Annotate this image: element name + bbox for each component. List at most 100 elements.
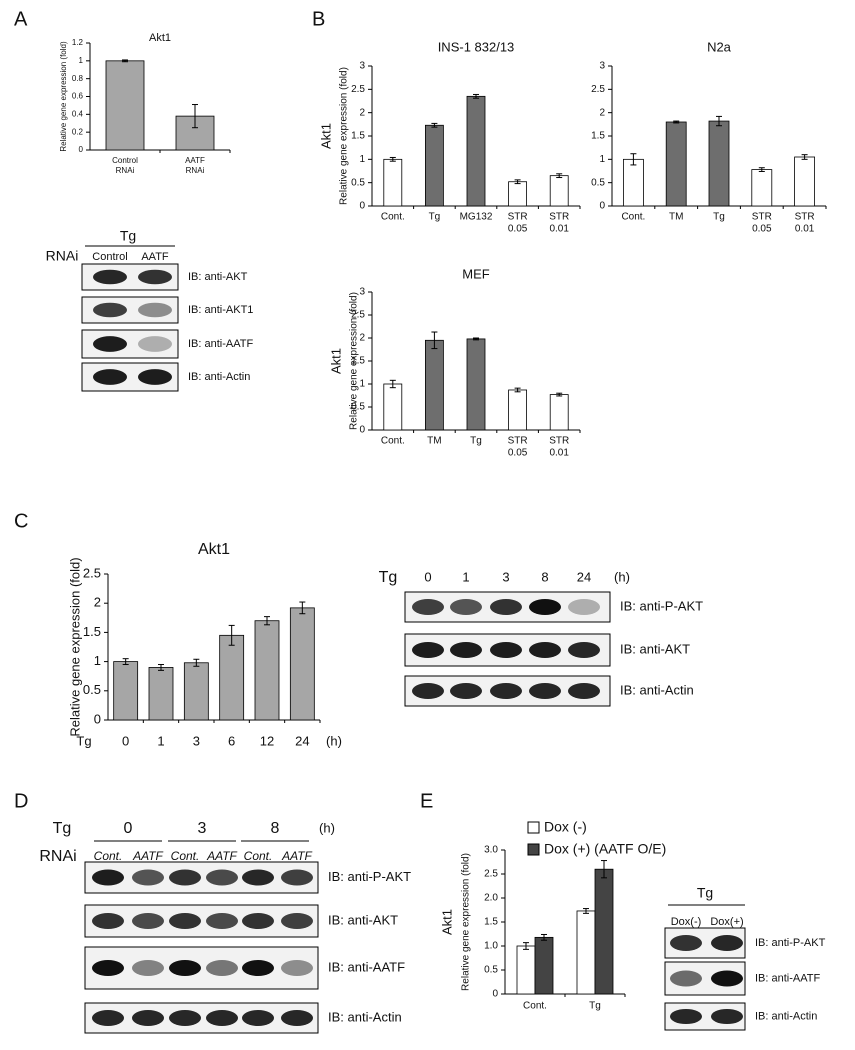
rnai-label: RNAi xyxy=(39,848,76,865)
blot-band xyxy=(92,960,124,976)
blot-band xyxy=(670,970,702,987)
x-tick-label: Tg xyxy=(713,212,725,223)
panel-label: B xyxy=(312,8,325,30)
y-tick-label: 2.5 xyxy=(83,565,101,580)
y-tick-label: 1.5 xyxy=(351,131,365,142)
chart-title: Akt1 xyxy=(198,541,230,558)
blot-band xyxy=(281,869,313,886)
y-axis-label: Relative gene expression (fold) xyxy=(59,41,68,152)
x-tick-label: STR xyxy=(752,212,772,223)
x-unit: (h) xyxy=(326,733,342,748)
panel-label: C xyxy=(14,510,28,532)
x-tick-label: Control xyxy=(112,156,138,165)
x-tick-label: Cont. xyxy=(523,1001,547,1012)
y-tick-label: 1.0 xyxy=(484,941,498,952)
x-tick-label: 0.05 xyxy=(752,224,772,235)
bar xyxy=(665,121,687,207)
blot-band xyxy=(206,913,238,929)
chart-title: Akt1 xyxy=(149,32,171,44)
time-unit: (h) xyxy=(319,820,335,835)
antibody-label: IB: anti-Actin xyxy=(188,371,250,383)
bar xyxy=(424,339,444,431)
x-tick-label: 0.05 xyxy=(508,224,528,235)
bar xyxy=(383,383,403,431)
x-tick-label: Cont. xyxy=(381,212,405,223)
y-axis-label: Akt1 xyxy=(328,348,343,374)
bar xyxy=(549,175,569,207)
x-tick-label: 6 xyxy=(228,733,235,748)
bar xyxy=(466,338,486,431)
x-tick-label: Cont. xyxy=(381,436,405,447)
blot-band xyxy=(412,642,444,658)
treatment-label: Tg xyxy=(53,820,72,837)
y-axis-label: Relative gene expression (fold) xyxy=(349,292,360,430)
blot-band xyxy=(138,336,172,352)
y-tick-label: 3 xyxy=(359,287,365,298)
x-tick-label: 3 xyxy=(193,733,200,748)
treatment-label: Tg xyxy=(697,885,713,901)
x-tick-label: 0 xyxy=(122,733,129,748)
lane-label: Dox(+) xyxy=(710,916,743,928)
x-tick-label: 0.01 xyxy=(549,448,569,459)
rnai-label: RNAi xyxy=(46,248,79,264)
x-tick-label: 0.05 xyxy=(508,448,528,459)
blot-band xyxy=(169,913,201,929)
y-tick-label: 2.5 xyxy=(351,310,365,321)
blot-band xyxy=(490,642,522,658)
legend-swatch xyxy=(527,821,540,834)
antibody-label: IB: anti-AATF xyxy=(755,972,820,984)
lane-label: AATF xyxy=(206,849,237,863)
y-tick-label: 2 xyxy=(359,107,365,118)
blot-band xyxy=(93,369,127,385)
blot-band xyxy=(132,913,164,929)
bar xyxy=(508,389,528,431)
lane-label: Cont. xyxy=(244,849,273,863)
bar xyxy=(751,169,773,207)
bar xyxy=(183,662,209,721)
legend-swatch xyxy=(527,843,540,856)
bar xyxy=(148,667,174,721)
bar xyxy=(113,661,139,721)
bar xyxy=(708,120,730,207)
y-tick-label: 0.8 xyxy=(72,74,84,83)
y-tick-label: 0 xyxy=(492,989,498,1000)
blot-band xyxy=(93,336,127,352)
x-tick-label: 0.01 xyxy=(549,224,569,235)
blot-band xyxy=(242,1010,274,1026)
blot-band xyxy=(281,960,313,976)
blot-band xyxy=(93,269,127,285)
y-tick-label: 1.5 xyxy=(484,917,498,928)
x-tick-label: AATF xyxy=(185,156,205,165)
y-tick-label: 2.5 xyxy=(591,84,605,95)
legend-label: Dox (+) (AATF O/E) xyxy=(544,841,666,857)
y-tick-label: 2.5 xyxy=(484,869,498,880)
x-tick-label: RNAi xyxy=(186,166,205,175)
x-tick-label: STR xyxy=(549,212,569,223)
lane-label: AATF xyxy=(132,849,163,863)
x-tick-label: RNAi xyxy=(116,166,135,175)
blot-band xyxy=(412,683,444,699)
lane-label: AATF xyxy=(281,849,312,863)
y-axis-label: Relative gene expression (fold) xyxy=(67,557,82,736)
treatment-label: Tg xyxy=(120,228,136,244)
lane-label: Control xyxy=(92,251,127,263)
y-axis-label: Relative gene expression (fold) xyxy=(461,853,472,991)
blot-band xyxy=(529,683,561,699)
bar xyxy=(576,910,596,995)
antibody-label: IB: anti-AKT xyxy=(328,912,398,927)
lane-label: 0 xyxy=(424,569,431,584)
x-tick-label: MG132 xyxy=(460,212,493,223)
chart-title: MEF xyxy=(462,266,490,281)
y-tick-label: 2.0 xyxy=(484,893,498,904)
blot-band xyxy=(490,683,522,699)
y-axis-label: Akt1 xyxy=(318,123,333,149)
lane-label: 3 xyxy=(502,569,509,584)
y-tick-label: 1.5 xyxy=(83,624,101,639)
blot-band xyxy=(169,960,201,976)
antibody-label: IB: anti-AKT1 xyxy=(188,304,253,316)
blot-band xyxy=(92,1010,124,1026)
blot-band xyxy=(568,683,600,699)
blot-band xyxy=(169,869,201,886)
antibody-label: IB: anti-P-AKT xyxy=(328,869,411,884)
